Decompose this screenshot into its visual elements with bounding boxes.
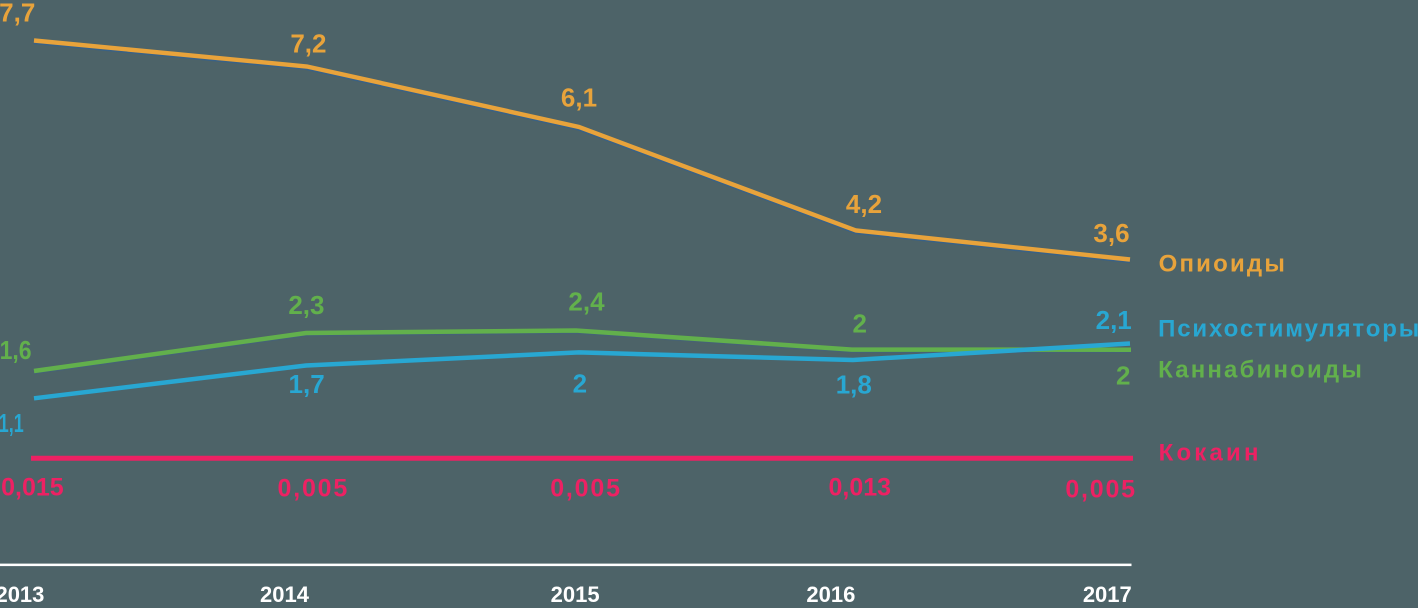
svg-text:Психостимуляторы: Психостимуляторы [1158, 315, 1418, 342]
svg-text:7,2: 7,2 [290, 29, 326, 59]
svg-text:Каннабиноиды: Каннабиноиды [1158, 357, 1364, 384]
svg-text:1,7: 1,7 [289, 369, 325, 399]
svg-text:4,2: 4,2 [846, 189, 882, 219]
svg-text:2,1: 2,1 [1096, 305, 1132, 335]
svg-text:3,6: 3,6 [1093, 218, 1129, 248]
svg-text:Опиоиды: Опиоиды [1159, 251, 1287, 278]
svg-text:1,8: 1,8 [836, 370, 872, 400]
svg-text:2013: 2013 [0, 582, 44, 607]
svg-text:1,1: 1,1 [0, 408, 24, 438]
svg-text:Кокаин: Кокаин [1159, 439, 1262, 466]
svg-text:0,005: 0,005 [550, 474, 622, 502]
svg-text:2,4: 2,4 [568, 286, 605, 316]
svg-text:2: 2 [1116, 361, 1130, 391]
svg-text:0,015: 0,015 [1, 473, 64, 501]
svg-text:2015: 2015 [551, 582, 600, 607]
svg-text:7,7: 7,7 [0, 0, 35, 28]
svg-text:0,005: 0,005 [1065, 476, 1137, 504]
svg-text:2: 2 [573, 369, 587, 399]
svg-text:2: 2 [852, 309, 866, 339]
svg-text:6,1: 6,1 [561, 83, 597, 113]
svg-text:0,005: 0,005 [278, 475, 350, 503]
svg-text:1,6: 1,6 [0, 335, 32, 365]
svg-text:0,013: 0,013 [829, 473, 892, 501]
svg-text:2,3: 2,3 [288, 290, 324, 320]
svg-text:2014: 2014 [260, 582, 310, 607]
svg-text:2017: 2017 [1083, 582, 1132, 607]
svg-text:2016: 2016 [806, 582, 855, 607]
